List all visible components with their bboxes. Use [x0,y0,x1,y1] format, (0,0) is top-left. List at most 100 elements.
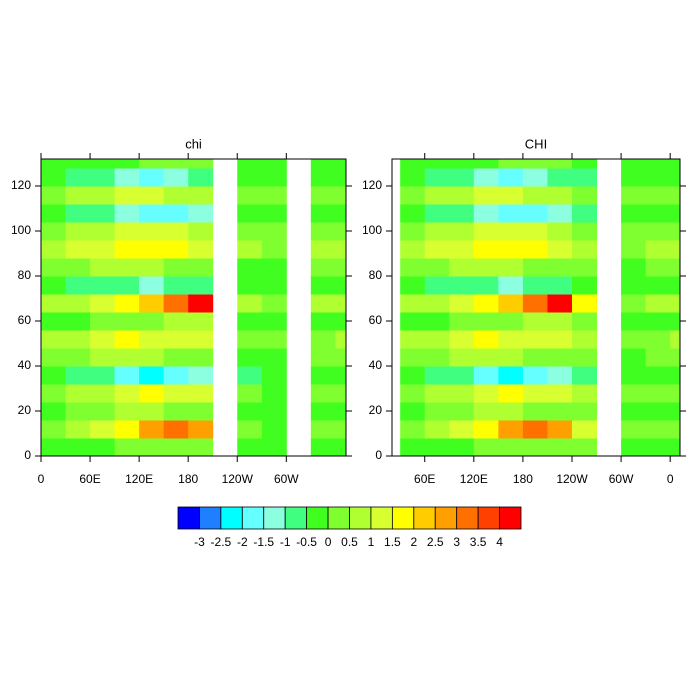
cell [449,420,475,439]
cell [424,366,450,385]
cell [498,222,524,241]
colorbar-label: -0.5 [296,535,317,549]
cell [188,159,214,169]
cell [65,258,91,277]
cell [90,438,116,456]
cell [449,402,475,421]
cell [335,294,346,313]
cell [261,312,287,331]
cell [90,276,116,295]
cell [163,312,189,331]
cell [424,204,450,223]
cell [114,438,140,456]
cell [41,312,67,331]
cell [90,258,116,277]
cell [498,366,524,385]
cell [473,258,499,277]
cell [335,438,346,456]
cell [163,384,189,403]
cell [90,222,116,241]
cell [473,312,499,331]
colorbar-label: 0 [325,535,332,549]
cell [310,168,336,187]
cell [498,330,524,349]
colorbar-label: 2 [410,535,417,549]
cell [522,348,548,367]
cell [237,222,263,241]
cell [139,186,165,205]
cell [90,402,116,421]
cell [139,438,165,456]
cell [645,258,671,277]
cell [498,384,524,403]
cell [572,402,598,421]
cell [572,240,598,259]
cell [522,222,548,241]
cell [670,402,680,421]
cell [41,258,67,277]
cell [498,420,524,439]
cell [139,168,165,187]
cell [65,366,91,385]
cell [261,168,287,187]
cell [645,186,671,205]
cell [547,159,573,169]
cell [114,168,140,187]
colorbar-box [263,506,286,530]
y-tick-label: 80 [18,268,32,282]
cell [114,348,140,367]
cell [621,204,647,223]
cell [163,204,189,223]
cell [621,276,647,295]
cell [621,159,647,169]
cell [449,258,475,277]
cell [139,330,165,349]
colorbar-label: 1 [368,535,375,549]
cell [335,258,346,277]
x-tick-label: 60E [79,472,100,486]
cell [188,294,214,313]
cell [65,294,91,313]
cell [670,204,680,223]
cell [473,294,499,313]
cell [547,384,573,403]
cell [237,438,263,456]
cell [449,330,475,349]
cell [547,312,573,331]
cell [645,294,671,313]
colorbar-label: 3.5 [470,535,487,549]
cell [473,348,499,367]
cell [621,258,647,277]
cell [114,384,140,403]
y-tick-label: 0 [375,448,382,462]
colorbar-box [284,506,308,530]
cell [237,186,263,205]
cell [261,438,287,456]
cell [41,276,67,295]
cell [90,366,116,385]
cell [114,276,140,295]
cell [310,222,336,241]
x-tick-label: 180 [178,472,198,486]
cell [424,420,450,439]
cell [473,186,499,205]
cell [424,159,450,169]
cell [188,240,214,259]
x-tick-label: 120E [125,472,153,486]
cell [424,294,450,313]
cell [41,438,67,456]
cell [114,204,140,223]
cell [188,348,214,367]
cell [473,240,499,259]
cell [261,420,287,439]
cell [449,438,475,456]
cell [310,312,336,331]
cell [90,240,116,259]
cell [237,204,263,223]
cell [90,330,116,349]
cell [670,240,680,259]
cell [237,276,263,295]
cell [645,348,671,367]
colorbar-label: -2 [237,535,248,549]
